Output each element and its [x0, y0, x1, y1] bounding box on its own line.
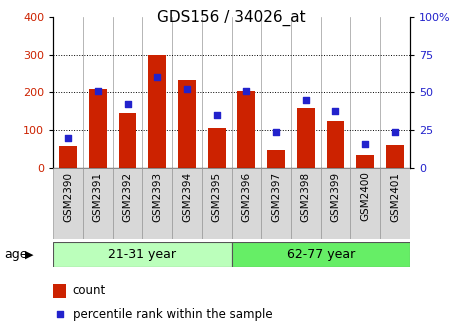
Text: GSM2390: GSM2390: [63, 172, 73, 221]
Text: GSM2391: GSM2391: [93, 172, 103, 222]
Bar: [119, 113, 137, 168]
Bar: [261, 168, 291, 239]
Text: 21-31 year: 21-31 year: [108, 248, 176, 261]
Text: GSM2395: GSM2395: [212, 172, 222, 222]
Text: GSM2401: GSM2401: [390, 172, 400, 221]
Bar: [208, 128, 225, 168]
Point: [154, 75, 161, 80]
Bar: [53, 168, 83, 239]
Bar: [320, 168, 350, 239]
Point: [391, 129, 399, 134]
Bar: [89, 89, 107, 168]
Text: GSM2399: GSM2399: [331, 172, 340, 222]
Text: GSM2397: GSM2397: [271, 172, 281, 222]
Bar: [238, 90, 255, 168]
Bar: [297, 108, 315, 168]
Point: [124, 102, 131, 107]
Bar: [59, 146, 77, 168]
Bar: [53, 242, 232, 267]
Text: count: count: [73, 284, 106, 297]
Text: GSM2393: GSM2393: [152, 172, 162, 222]
Bar: [350, 168, 380, 239]
Bar: [178, 80, 196, 168]
Bar: [267, 150, 285, 168]
Bar: [83, 168, 113, 239]
Bar: [53, 284, 66, 298]
Text: GDS156 / 34026_at: GDS156 / 34026_at: [157, 10, 306, 26]
Bar: [148, 55, 166, 168]
Text: GSM2398: GSM2398: [301, 172, 311, 222]
Text: ▶: ▶: [25, 250, 34, 259]
Bar: [113, 168, 143, 239]
Bar: [202, 168, 232, 239]
Bar: [386, 144, 404, 168]
Point: [362, 141, 369, 146]
Point: [183, 87, 191, 92]
Text: GSM2394: GSM2394: [182, 172, 192, 222]
Bar: [143, 168, 172, 239]
Bar: [326, 121, 344, 168]
Bar: [291, 168, 320, 239]
Point: [286, 193, 294, 198]
Point: [64, 135, 72, 140]
Text: GSM2400: GSM2400: [360, 172, 370, 221]
Bar: [232, 242, 410, 267]
Text: percentile rank within the sample: percentile rank within the sample: [73, 308, 273, 321]
Point: [243, 88, 250, 94]
Point: [272, 129, 280, 134]
Bar: [172, 168, 202, 239]
Text: GSM2392: GSM2392: [123, 172, 132, 222]
Bar: [232, 168, 261, 239]
Bar: [357, 155, 374, 168]
Text: GSM2396: GSM2396: [241, 172, 251, 222]
Text: 62-77 year: 62-77 year: [287, 248, 355, 261]
Point: [332, 108, 339, 113]
Point: [302, 97, 309, 103]
Point: [213, 112, 220, 118]
Bar: [380, 168, 410, 239]
Point: [94, 88, 101, 94]
Text: age: age: [5, 248, 28, 261]
